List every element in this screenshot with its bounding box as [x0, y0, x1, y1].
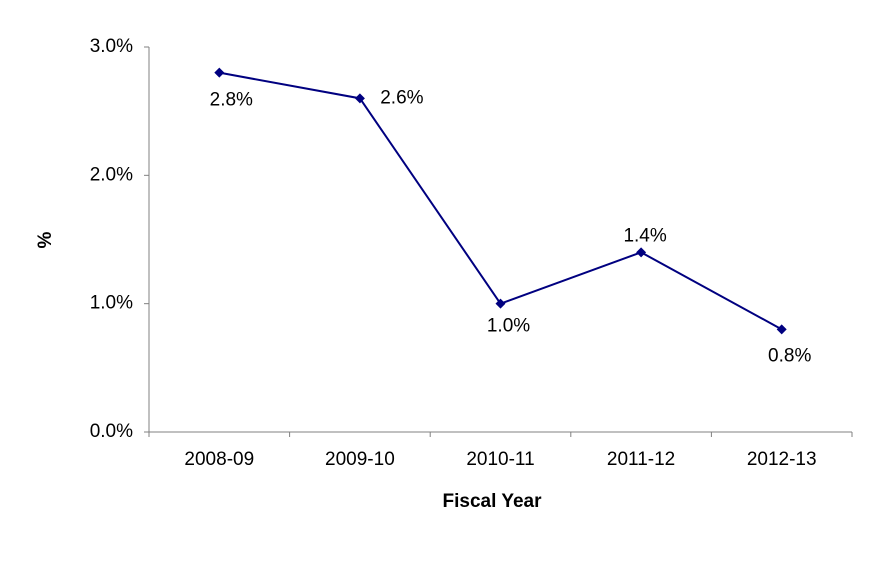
x-tick-label: 2011-12	[607, 449, 675, 470]
marker	[636, 247, 647, 258]
y-tick-label: 3.0%	[90, 36, 133, 57]
y-tick-label: 0.0%	[90, 421, 133, 442]
marker	[214, 67, 225, 78]
y-tick-label: 2.0%	[90, 164, 133, 185]
data-label: 2.6%	[380, 87, 423, 108]
y-tick-label: 1.0%	[90, 293, 133, 314]
line	[219, 71, 783, 331]
data-label: 1.4%	[623, 225, 666, 246]
x-tick-label: 2012-13	[747, 449, 817, 470]
x-tick-label: 2009-10	[325, 449, 395, 470]
data-label: 0.8%	[768, 345, 811, 366]
data-label: 1.0%	[487, 316, 530, 337]
x-axis-title: Fiscal Year	[443, 491, 543, 512]
marker	[354, 93, 365, 104]
y-axis-title: %	[35, 231, 56, 248]
marker	[495, 298, 506, 309]
data-label: 2.8%	[210, 90, 253, 111]
x-tick-label: 2008-09	[184, 449, 254, 470]
x-tick-label: 2010-11	[466, 449, 534, 470]
marker	[776, 324, 787, 335]
